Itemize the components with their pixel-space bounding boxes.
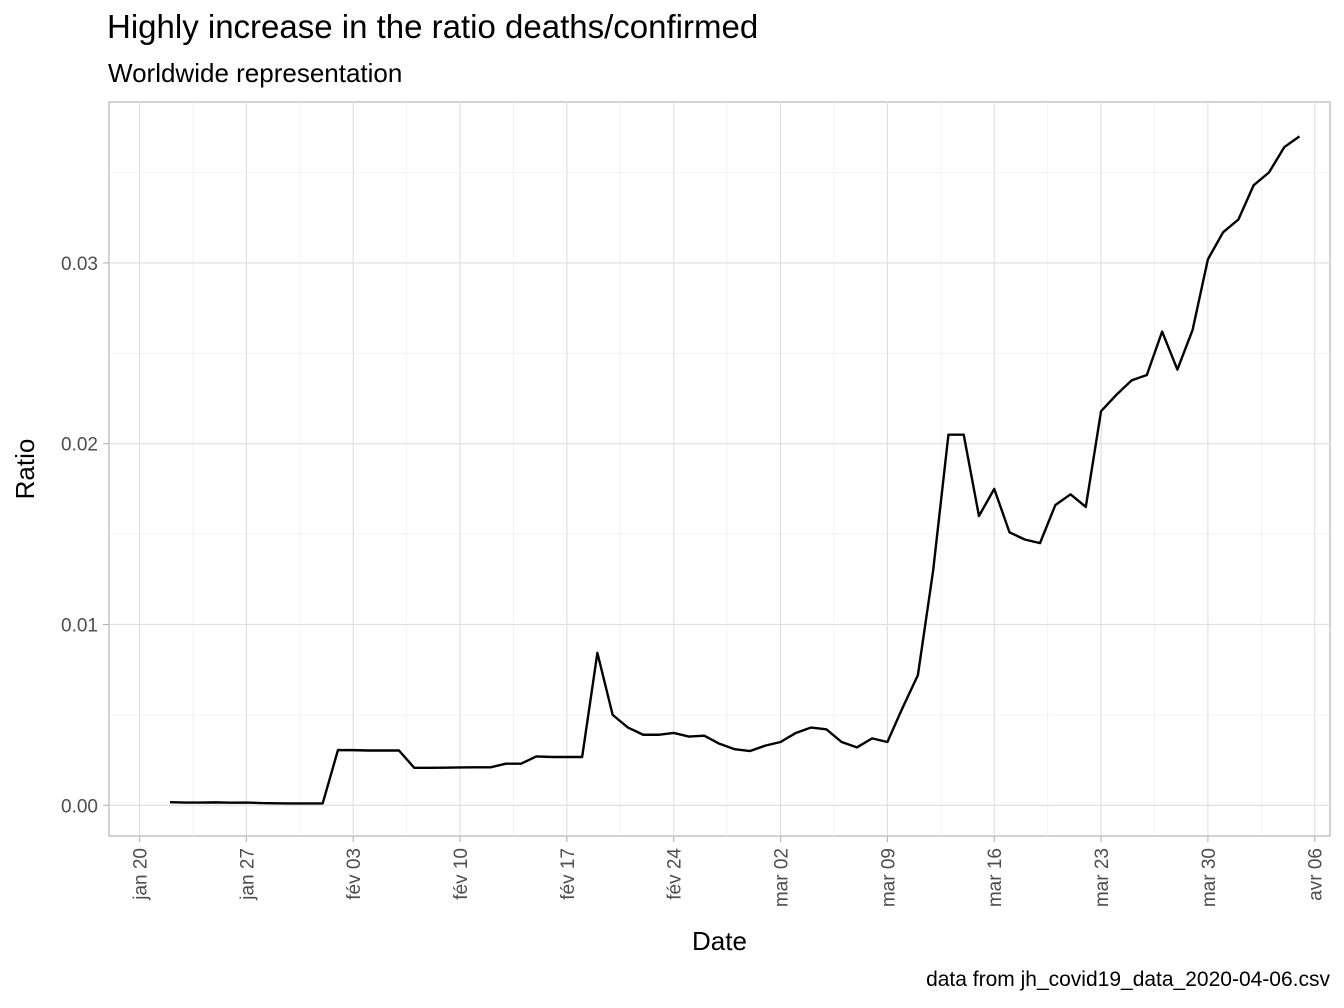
x-tick-label: fév 24 — [665, 848, 686, 900]
x-tick-label: mar 09 — [878, 848, 899, 907]
x-tick-label: fév 17 — [558, 848, 579, 900]
x-tick-label: fév 10 — [451, 848, 472, 900]
x-axis-title: Date — [692, 926, 747, 956]
x-tick-label: mar 16 — [985, 848, 1006, 907]
y-tick-label: 0.01 — [61, 615, 98, 636]
y-tick-label: 0.03 — [61, 254, 98, 275]
x-tick-label: mar 23 — [1092, 848, 1113, 907]
chart-subtitle: Worldwide representation — [108, 58, 403, 88]
chart-title: Highly increase in the ratio deaths/conf… — [107, 8, 759, 45]
x-tick-label: mar 02 — [772, 848, 793, 907]
x-tick-label: avr 06 — [1306, 848, 1327, 901]
major-gridlines — [109, 102, 1330, 836]
chart-caption: data from jh_covid19_data_2020-04-06.csv — [926, 968, 1330, 991]
x-tick-label: jan 20 — [131, 848, 152, 901]
y-tick-label: 0.00 — [61, 796, 98, 817]
x-tick-label: jan 27 — [237, 848, 258, 901]
y-axis-title: Ratio — [10, 439, 40, 500]
series-line — [170, 135, 1301, 805]
x-tick-label: fév 03 — [344, 848, 365, 900]
plot-panel — [108, 101, 1331, 837]
y-tick-label: 0.02 — [61, 435, 98, 456]
x-axis-ticks: jan 20 jan 27 fév 03 fév 10 fév 17 fév 24 mar … — [131, 836, 1327, 907]
minor-gridlines — [109, 102, 1330, 836]
x-tick-label: mar 30 — [1199, 848, 1220, 907]
y-axis-ticks: 0.00 0.01 0.02 0.03 — [61, 254, 109, 817]
